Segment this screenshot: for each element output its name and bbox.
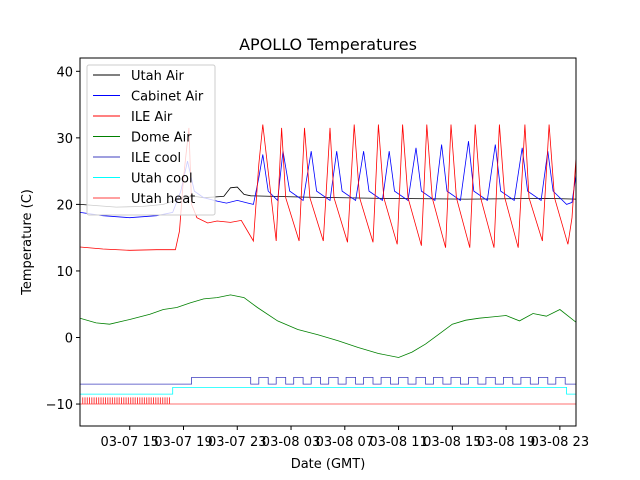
series-pulses-utah-heat — [82, 397, 170, 405]
legend-label: Dome Air — [131, 131, 192, 146]
y-tick-label: 0 — [65, 331, 73, 346]
legend-label: Utah Air — [131, 69, 184, 84]
series-line-ile-air — [80, 124, 576, 251]
legend-item-utah-air: Utah Air — [93, 69, 184, 84]
y-tick-label: 10 — [56, 265, 73, 280]
x-tick-label: 03-07 19 — [154, 435, 212, 450]
series-line-utah-cool — [80, 386, 576, 395]
legend-item-utah-cool: Utah cool — [93, 172, 193, 187]
series-line-dome-air — [80, 294, 576, 358]
x-tick-label: 03-07 23 — [208, 435, 266, 450]
legend-item-dome-air: Dome Air — [93, 131, 192, 146]
x-tick-label: 03-07 15 — [101, 435, 159, 450]
plot-frame — [79, 57, 577, 427]
series-line-ile-cool — [80, 376, 576, 385]
legend-item-ile-cool: ILE cool — [93, 151, 181, 166]
chart-title: APOLLO Temperatures — [239, 35, 417, 54]
x-tick-label: 03-08 03 — [262, 435, 320, 450]
x-tick-label: 03-08 07 — [316, 435, 374, 450]
y-tick-label: −10 — [46, 398, 73, 413]
legend-item-ile-air: ILE Air — [93, 110, 173, 125]
x-tick-label: 03-08 11 — [369, 435, 427, 450]
y-tick-label: 30 — [56, 132, 73, 147]
legend-label: ILE Air — [131, 110, 173, 125]
legend: Utah Air Cabinet Air ILE Air Dome Air ILE co… — [86, 64, 216, 216]
legend-label: ILE cool — [131, 151, 181, 166]
legend-label: Cabinet Air — [131, 90, 204, 105]
x-tick-label: 03-08 23 — [531, 435, 589, 450]
x-axis-label: Date (GMT) — [291, 457, 366, 472]
y-tick-label: 40 — [56, 65, 73, 80]
y-axis-label: Temperature (C) — [20, 189, 35, 296]
legend-label: Utah cool — [131, 172, 193, 187]
y-tick-label: 20 — [56, 198, 73, 213]
legend-label: Utah heat — [131, 192, 195, 207]
x-tick-label: 03-08 19 — [477, 435, 535, 450]
legend-item-utah-heat: Utah heat — [93, 192, 195, 207]
x-tick-label: 03-08 15 — [423, 435, 481, 450]
legend-item-cabinet-air: Cabinet Air — [93, 90, 204, 105]
